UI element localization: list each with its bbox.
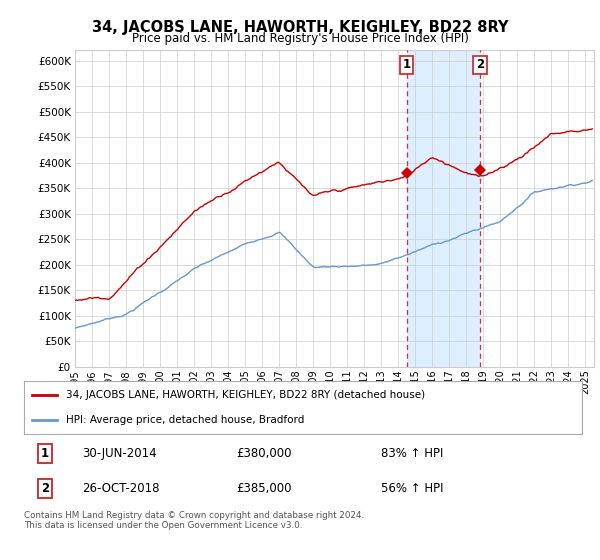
Text: 83% ↑ HPI: 83% ↑ HPI — [381, 447, 443, 460]
Text: 1: 1 — [403, 58, 411, 71]
Text: HPI: Average price, detached house, Bradford: HPI: Average price, detached house, Brad… — [66, 414, 304, 424]
Text: Contains HM Land Registry data © Crown copyright and database right 2024.
This d: Contains HM Land Registry data © Crown c… — [24, 511, 364, 530]
Text: 26-OCT-2018: 26-OCT-2018 — [83, 482, 160, 495]
Text: 1: 1 — [41, 447, 49, 460]
Bar — [407, 50, 480, 367]
Text: £380,000: £380,000 — [236, 447, 292, 460]
Text: 34, JACOBS LANE, HAWORTH, KEIGHLEY, BD22 8RY (detached house): 34, JACOBS LANE, HAWORTH, KEIGHLEY, BD22… — [66, 390, 425, 400]
Text: 2: 2 — [476, 58, 484, 71]
Text: 30-JUN-2014: 30-JUN-2014 — [83, 447, 157, 460]
Text: 2: 2 — [41, 482, 49, 495]
Text: Price paid vs. HM Land Registry's House Price Index (HPI): Price paid vs. HM Land Registry's House … — [131, 32, 469, 45]
Text: £385,000: £385,000 — [236, 482, 292, 495]
Text: 34, JACOBS LANE, HAWORTH, KEIGHLEY, BD22 8RY: 34, JACOBS LANE, HAWORTH, KEIGHLEY, BD22… — [92, 20, 508, 35]
Text: 56% ↑ HPI: 56% ↑ HPI — [381, 482, 443, 495]
